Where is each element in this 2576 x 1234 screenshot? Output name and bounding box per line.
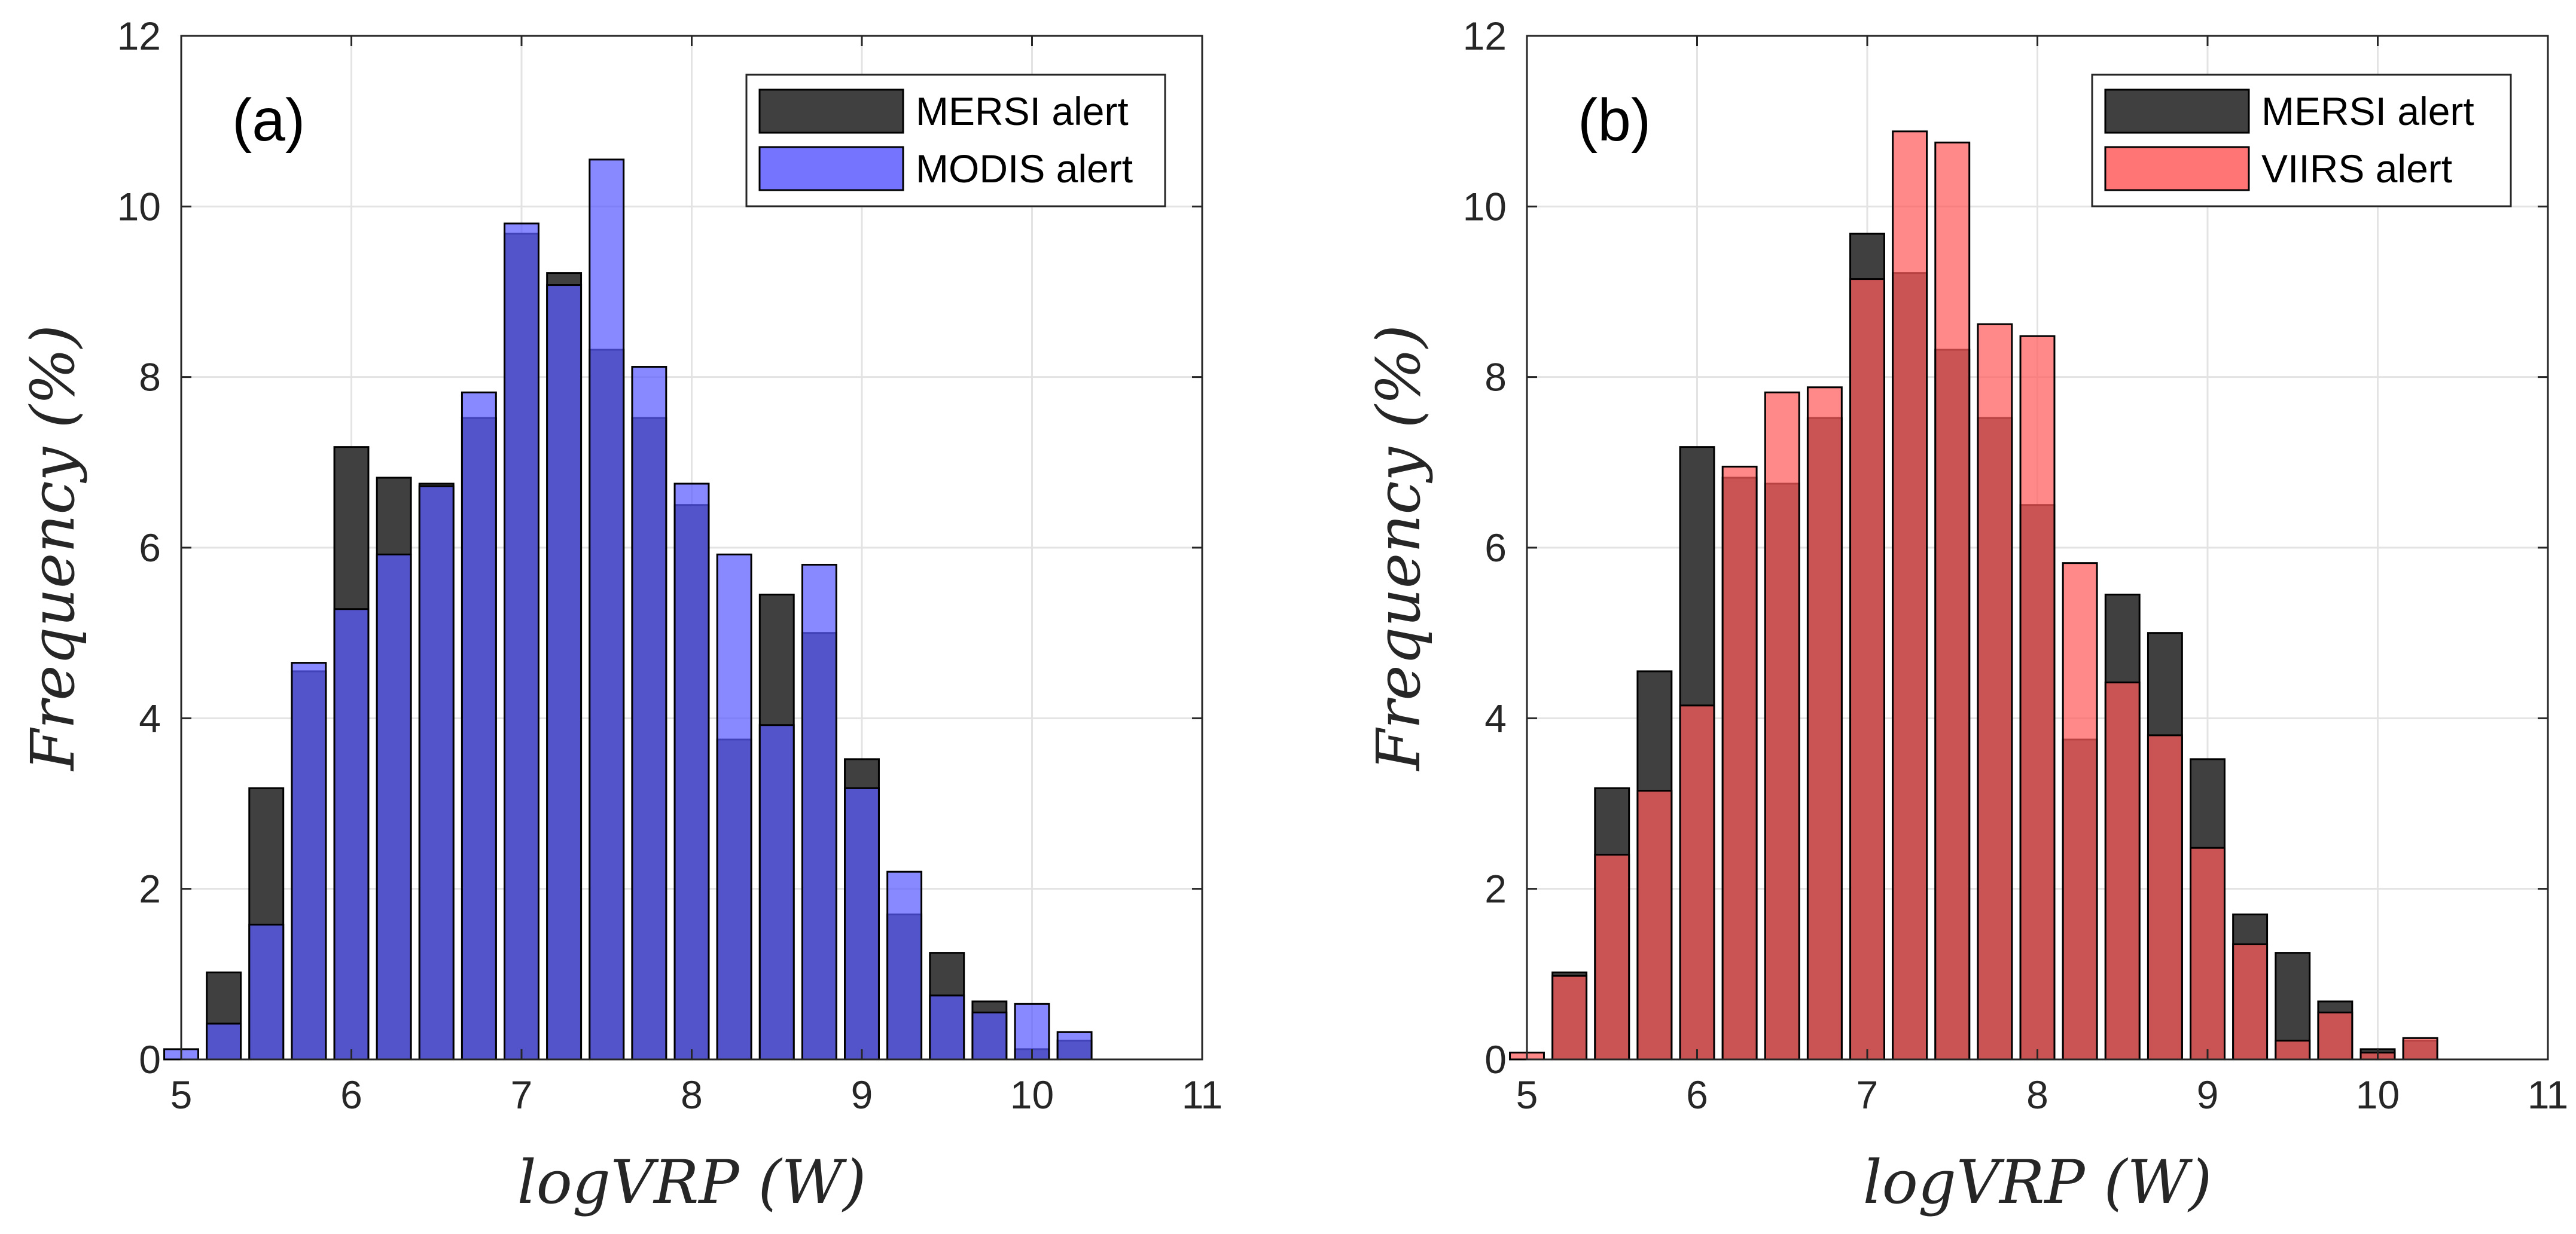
bar-viirs-alert-15	[2147, 734, 2183, 1061]
y-axis-label-b: Frequency (%)	[1364, 325, 1434, 772]
panel-label-a: (a)	[232, 87, 305, 154]
y-tick-label: 8	[1484, 355, 1507, 399]
bar-viirs-alert-3	[1636, 790, 1673, 1061]
y-tick-label: 0	[1484, 1037, 1507, 1082]
bar-modis-alert-10	[589, 158, 625, 1061]
bars-a	[163, 158, 1093, 1061]
legend-swatch-modis-a	[758, 146, 904, 191]
y-tick-label: 12	[117, 14, 161, 58]
bar-modis-alert-2	[248, 924, 285, 1061]
y-tick-label: 2	[139, 867, 161, 911]
ticks-b: 5 6 7 8 9 10 11 0 2 4 6 8 10 12	[1463, 14, 2569, 1117]
x-tick-label: 5	[170, 1073, 193, 1117]
bar-viirs-alert-14	[2104, 681, 2141, 1061]
legend-swatch-viirs-b	[2104, 146, 2250, 191]
bar-modis-alert-18	[929, 994, 965, 1061]
bar-modis-alert-21	[1056, 1031, 1093, 1061]
y-axis-label-a: Frequency (%)	[18, 325, 88, 772]
bar-viirs-alert-17	[2232, 943, 2269, 1061]
bar-viirs-alert-12	[2019, 335, 2056, 1061]
bar-viirs-alert-11	[1977, 323, 2013, 1061]
legend-swatch-mersi-a	[758, 88, 904, 134]
panel-label-b: (b)	[1578, 87, 1651, 154]
x-tick-label: 11	[2528, 1073, 2569, 1117]
bar-modis-alert-1	[206, 1022, 242, 1061]
bar-modis-alert-8	[504, 222, 539, 1061]
x-tick-label: 7	[1856, 1073, 1879, 1117]
bar-viirs-alert-7	[1806, 386, 1843, 1061]
bar-viirs-alert-4	[1679, 704, 1715, 1061]
bar-modis-alert-7	[461, 391, 497, 1061]
bar-modis-alert-13	[716, 553, 752, 1061]
legend-label-viirs-b: VIIRS alert	[2261, 146, 2452, 191]
bar-modis-alert-15	[801, 564, 837, 1061]
bar-viirs-alert-18	[2275, 1040, 2311, 1061]
bar-modis-alert-5	[376, 553, 412, 1061]
bar-modis-alert-4	[333, 608, 370, 1061]
y-tick-label: 8	[139, 355, 161, 399]
legend-b: MERSI alert VIIRS alert	[2091, 74, 2512, 207]
legend-a: MERSI alert MODIS alert	[745, 74, 1166, 207]
y-tick-label: 0	[139, 1037, 161, 1082]
legend-label-mersi-a: MERSI alert	[916, 89, 1129, 133]
bar-viirs-alert-8	[1849, 278, 1885, 1061]
x-tick-label: 8	[681, 1073, 703, 1117]
x-tick-label: 9	[2197, 1073, 2219, 1117]
y-tick-label: 4	[1484, 696, 1507, 740]
y-tick-label: 10	[117, 184, 161, 228]
panel-a: 5 6 7 8 9 10 11 0 2 4 6 8 10 12 (a) logVRP (W) Freque…	[18, 14, 1223, 1217]
bar-modis-alert-3	[291, 662, 327, 1061]
bar-modis-alert-9	[546, 284, 583, 1061]
x-tick-label: 11	[1182, 1073, 1223, 1117]
bar-modis-alert-6	[418, 485, 455, 1061]
bar-viirs-alert-5	[1721, 465, 1758, 1061]
bar-viirs-alert-13	[2062, 562, 2098, 1061]
x-tick-label: 10	[2356, 1073, 2400, 1117]
bar-modis-alert-12	[673, 482, 710, 1061]
bar-modis-alert-17	[886, 870, 923, 1061]
bars-b	[1509, 130, 2438, 1061]
x-axis-label-a: logVRP (W)	[517, 1147, 867, 1217]
panel-b: 5 6 7 8 9 10 11 0 2 4 6 8 10 12 (b) logVRP (W) Freque…	[1364, 14, 2568, 1217]
ticks-a: 5 6 7 8 9 10 11 0 2 4 6 8 10 12	[117, 14, 1223, 1117]
y-tick-label: 4	[139, 696, 161, 740]
x-tick-label: 9	[851, 1073, 873, 1117]
legend-swatch-mersi-b	[2104, 88, 2250, 134]
bar-modis-alert-16	[844, 787, 880, 1061]
legend-label-mersi-b: MERSI alert	[2261, 89, 2474, 133]
bar-modis-alert-19	[971, 1012, 1008, 1061]
y-tick-label: 6	[139, 526, 161, 570]
bar-viirs-alert-1	[1551, 975, 1588, 1061]
y-tick-label: 6	[1484, 526, 1507, 570]
bar-viirs-alert-21	[2402, 1037, 2438, 1061]
x-tick-label: 5	[1516, 1073, 1538, 1117]
bar-modis-alert-14	[758, 724, 795, 1061]
bar-viirs-alert-19	[2317, 1012, 2354, 1061]
bar-viirs-alert-6	[1764, 391, 1800, 1061]
bar-viirs-alert-9	[1892, 130, 1928, 1061]
x-tick-label: 10	[1010, 1073, 1054, 1117]
y-tick-label: 12	[1463, 14, 1507, 58]
legend-label-modis-a: MODIS alert	[916, 146, 1133, 191]
bar-viirs-alert-2	[1594, 854, 1630, 1061]
x-tick-label: 8	[2026, 1073, 2048, 1117]
x-axis-label-b: logVRP (W)	[1863, 1147, 2212, 1217]
y-tick-label: 2	[1484, 867, 1507, 911]
x-tick-label: 6	[340, 1073, 362, 1117]
bar-viirs-alert-16	[2190, 847, 2226, 1061]
y-tick-label: 10	[1463, 184, 1507, 228]
x-tick-label: 6	[1686, 1073, 1708, 1117]
bar-modis-alert-11	[631, 366, 667, 1061]
bar-viirs-alert-10	[1934, 141, 1971, 1061]
x-tick-label: 7	[511, 1073, 533, 1117]
